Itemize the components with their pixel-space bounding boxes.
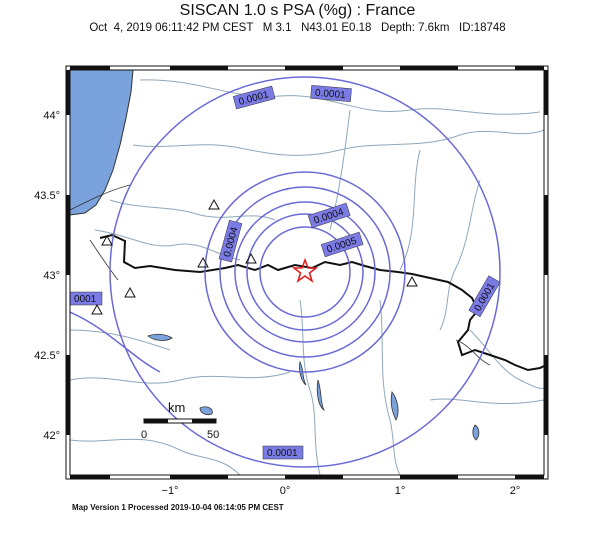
- regional-border: [70, 184, 491, 366]
- lon-tick-label: 1°: [395, 485, 406, 497]
- lat-tick-label: 44°: [43, 110, 60, 122]
- psa-contours: [70, 76, 501, 468]
- map-title: SISCAN 1.0 s PSA (%g) : France: [179, 2, 416, 19]
- scale-bar-start: 0: [141, 429, 147, 441]
- lon-tick-label: 0°: [280, 485, 291, 497]
- lat-tick-label: 43.5°: [34, 190, 60, 202]
- river-network: [70, 79, 544, 475]
- scale-bar: km 0 50: [141, 400, 219, 441]
- processing-footer: Map Version 1 Processed 2019-10-04 06:14…: [72, 503, 284, 512]
- national-border: [99, 233, 544, 372]
- lat-tick-label: 43°: [43, 270, 60, 282]
- scale-bar-end: 50: [207, 429, 219, 441]
- scale-bar-unit: km: [168, 400, 185, 415]
- lakes: [147, 333, 480, 441]
- svg-text:0001: 0001: [74, 294, 97, 305]
- seismic-station-markers: [91, 198, 418, 315]
- svg-text:0.0001: 0.0001: [267, 448, 298, 459]
- epicenter-star: [291, 257, 319, 284]
- contour-label: 0.0001: [262, 445, 304, 460]
- map-frame: [65, 65, 549, 480]
- lat-tick-label: 42.5°: [34, 350, 60, 362]
- sea-area: [70, 70, 134, 216]
- contour-label: 0001: [69, 291, 103, 306]
- contour-label: 0.0001: [310, 85, 352, 102]
- svg-text:0.0001: 0.0001: [315, 88, 347, 102]
- lat-tick-label: 42°: [43, 430, 60, 442]
- event-subtitle: Oct 4, 2019 06:11:42 PM CEST M 3.1 N43.0…: [89, 22, 506, 34]
- lon-tick-label: 2°: [510, 485, 521, 497]
- map-content: [70, 70, 544, 475]
- lon-tick-label: −1°: [162, 485, 179, 497]
